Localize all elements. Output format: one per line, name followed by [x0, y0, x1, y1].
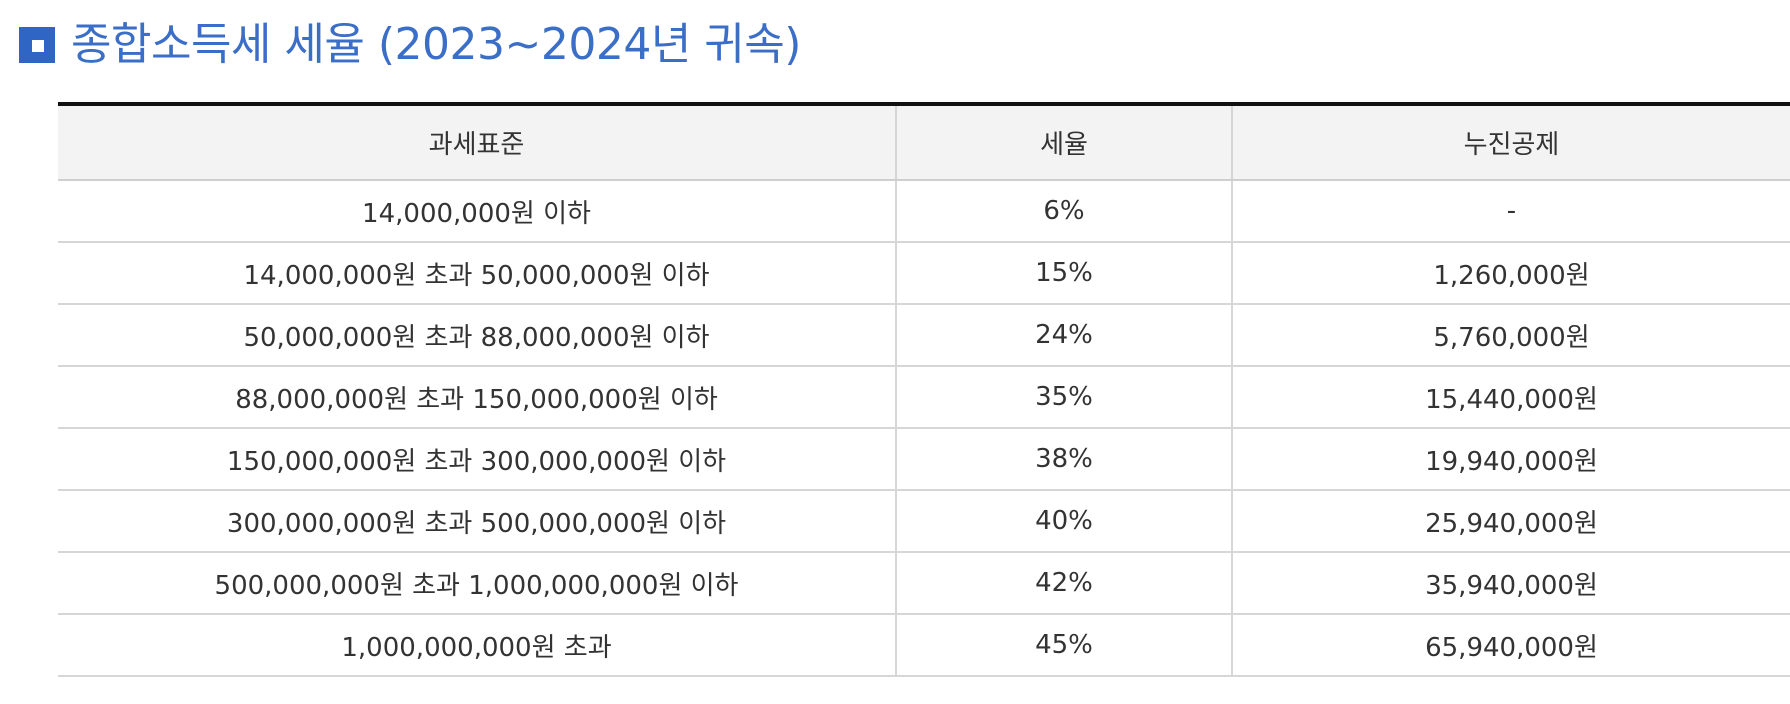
cell-tax-rate: 45%: [896, 614, 1233, 677]
cell-tax-base: 88,000,000원 초과 150,000,000원 이하: [58, 366, 897, 429]
cell-tax-base: 14,000,000원 이하: [58, 180, 897, 243]
cell-deduction: 15,440,000원: [1232, 366, 1790, 429]
cell-tax-rate: 38%: [896, 428, 1233, 491]
header-tax-base: 과세표준: [58, 104, 897, 181]
cell-tax-base: 50,000,000원 초과 88,000,000원 이하: [58, 304, 897, 367]
table-header-row: 과세표준 세율 누진공제: [58, 104, 1790, 181]
tax-rate-table: 과세표준 세율 누진공제 14,000,000원 이하 6% - 14,000,…: [58, 102, 1790, 677]
cell-deduction: 19,940,000원: [1232, 428, 1790, 491]
cell-deduction: 1,260,000원: [1232, 242, 1790, 305]
cell-tax-base: 1,000,000,000원 초과: [58, 614, 897, 677]
cell-tax-base: 150,000,000원 초과 300,000,000원 이하: [58, 428, 897, 491]
cell-tax-rate: 35%: [896, 366, 1233, 429]
cell-tax-base: 300,000,000원 초과 500,000,000원 이하: [58, 490, 897, 553]
square-bullet-icon: [19, 27, 55, 63]
page-title-row: 종합소득세 세율 (2023~2024년 귀속): [19, 14, 801, 76]
table-row: 88,000,000원 초과 150,000,000원 이하 35% 15,44…: [58, 366, 1790, 429]
table-row: 500,000,000원 초과 1,000,000,000원 이하 42% 35…: [58, 552, 1790, 615]
cell-tax-rate: 6%: [896, 180, 1233, 243]
cell-deduction: 5,760,000원: [1232, 304, 1790, 367]
cell-tax-rate: 42%: [896, 552, 1233, 615]
cell-deduction: 25,940,000원: [1232, 490, 1790, 553]
cell-tax-base: 500,000,000원 초과 1,000,000,000원 이하: [58, 552, 897, 615]
cell-tax-rate: 15%: [896, 242, 1233, 305]
table-row: 14,000,000원 이하 6% -: [58, 180, 1790, 243]
page-title: 종합소득세 세율 (2023~2024년 귀속): [71, 19, 801, 70]
cell-tax-base: 14,000,000원 초과 50,000,000원 이하: [58, 242, 897, 305]
cell-deduction: 65,940,000원: [1232, 614, 1790, 677]
header-progressive-deduction: 누진공제: [1232, 104, 1790, 181]
table-row: 1,000,000,000원 초과 45% 65,940,000원: [58, 614, 1790, 677]
table-row: 300,000,000원 초과 500,000,000원 이하 40% 25,9…: [58, 490, 1790, 553]
table-row: 150,000,000원 초과 300,000,000원 이하 38% 19,9…: [58, 428, 1790, 491]
cell-tax-rate: 24%: [896, 304, 1233, 367]
table-row: 14,000,000원 초과 50,000,000원 이하 15% 1,260,…: [58, 242, 1790, 305]
cell-deduction: 35,940,000원: [1232, 552, 1790, 615]
table-row: 50,000,000원 초과 88,000,000원 이하 24% 5,760,…: [58, 304, 1790, 367]
cell-deduction: -: [1232, 180, 1790, 243]
cell-tax-rate: 40%: [896, 490, 1233, 553]
header-tax-rate: 세율: [896, 104, 1233, 181]
